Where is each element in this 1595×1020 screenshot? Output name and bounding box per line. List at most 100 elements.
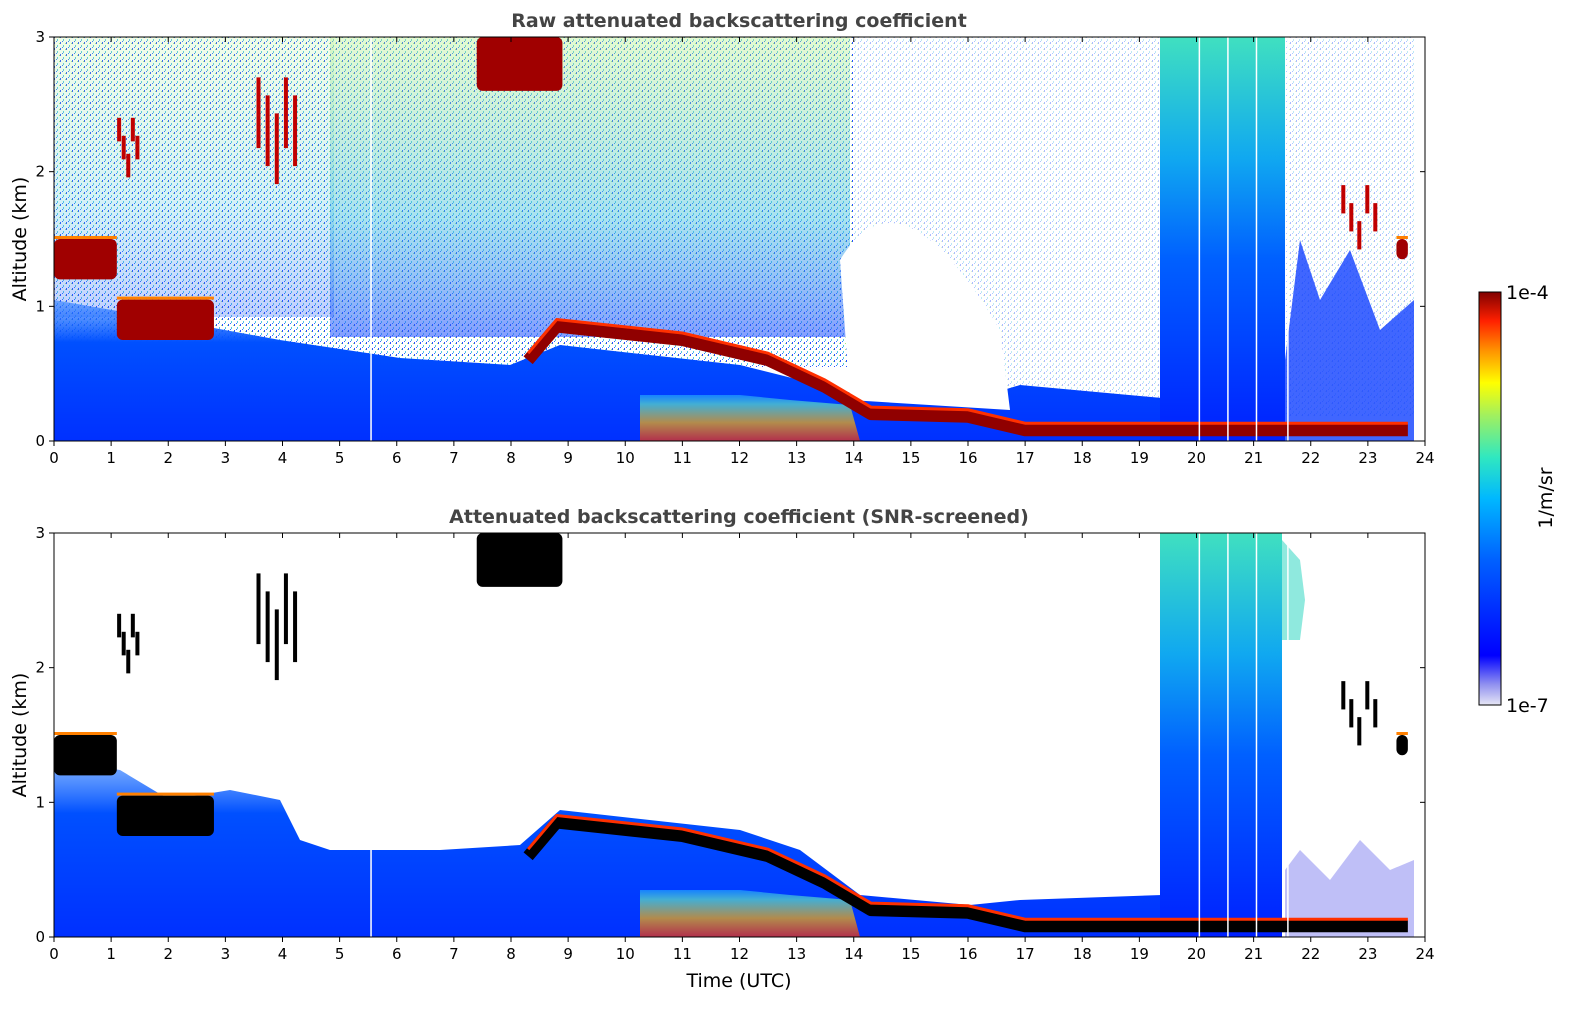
aerosol-layer-edge xyxy=(526,814,1408,921)
x-tick-label: 11 xyxy=(673,449,692,467)
cloud-streak xyxy=(256,573,261,645)
cloud-streak xyxy=(126,153,131,178)
colorbar-gradient xyxy=(1478,291,1502,706)
x-tick-label: 7 xyxy=(449,449,459,467)
x-tick-label: 22 xyxy=(1301,449,1320,467)
cloud-streak xyxy=(1341,681,1346,710)
x-tick-label: 13 xyxy=(787,449,806,467)
x-tick-label: 9 xyxy=(563,945,573,963)
panel-screened: Attenuated backscattering coefficient (S… xyxy=(9,506,1435,992)
x-tick-label: 3 xyxy=(221,449,231,467)
cloud-edge xyxy=(1396,236,1408,239)
cloud-streak xyxy=(1349,203,1354,232)
cloud-streak xyxy=(1357,717,1362,746)
x-tick-label: 6 xyxy=(392,449,402,467)
colorbar-min-label: 1e-7 xyxy=(1506,695,1549,717)
cloud-streak xyxy=(1357,221,1362,250)
x-tick-label: 18 xyxy=(1073,945,1092,963)
cloud-layer xyxy=(116,299,214,340)
x-tick-label: 23 xyxy=(1358,945,1377,963)
x-tick-label: 16 xyxy=(958,945,977,963)
x-tick-label: 18 xyxy=(1073,449,1092,467)
cloud-edge xyxy=(116,296,214,300)
x-tick-label: 22 xyxy=(1301,945,1320,963)
x-tick-label: 8 xyxy=(506,945,516,963)
x-tick-label: 3 xyxy=(221,945,231,963)
x-tick-label: 21 xyxy=(1244,945,1263,963)
cloud-streak xyxy=(1349,699,1354,728)
cloud-streak xyxy=(283,77,288,149)
x-tick-label: 21 xyxy=(1244,449,1263,467)
x-tick-label: 12 xyxy=(730,449,749,467)
cloud-streak xyxy=(121,631,126,656)
x-tick-label: 10 xyxy=(616,945,635,963)
cloud-streak xyxy=(1365,681,1370,710)
x-tick-label: 5 xyxy=(335,945,345,963)
cloud-layer xyxy=(54,735,117,776)
cloud-streak xyxy=(293,591,298,663)
cloud-layer xyxy=(116,795,214,836)
xlabel-time: Time (UTC) xyxy=(685,970,791,992)
cloud-streak xyxy=(121,135,126,160)
x-tick-label: 19 xyxy=(1130,449,1149,467)
title-screened: Attenuated backscattering coefficient (S… xyxy=(449,506,1029,528)
ylabel-screened: Altitude (km) xyxy=(9,673,31,798)
x-tick-label: 0 xyxy=(49,449,59,467)
cloud-streak xyxy=(117,613,122,638)
x-tick-label: 5 xyxy=(335,449,345,467)
cloud-edge xyxy=(54,236,117,239)
x-tick-label: 14 xyxy=(844,449,863,467)
x-tick-label: 12 xyxy=(730,945,749,963)
cloud-streak xyxy=(265,95,270,167)
cloud-streak xyxy=(265,591,270,663)
cloud-streak xyxy=(1341,185,1346,214)
x-tick-label: 14 xyxy=(844,945,863,963)
y-tick-label: 3 xyxy=(35,28,45,46)
cloud-streak xyxy=(274,609,279,681)
y-tick-label: 1 xyxy=(35,793,45,811)
aerosol-layer-top xyxy=(523,320,1408,437)
cloud-streak xyxy=(130,613,135,638)
cloud-streak xyxy=(130,117,135,142)
cloud-streak xyxy=(1365,185,1370,214)
x-tick-label: 24 xyxy=(1415,945,1434,963)
x-tick-label: 4 xyxy=(278,449,288,467)
x-tick-label: 8 xyxy=(506,449,516,467)
x-tick-label: 24 xyxy=(1415,449,1434,467)
cloud-streak xyxy=(117,117,122,142)
x-tick-label: 15 xyxy=(901,449,920,467)
colorbar-unit-label: 1/m/sr xyxy=(1535,467,1557,528)
cloud-streak xyxy=(283,573,288,645)
x-tick-label: 9 xyxy=(563,449,573,467)
cloud-edge xyxy=(1396,732,1408,735)
x-tick-label: 13 xyxy=(787,945,806,963)
x-tick-label: 17 xyxy=(1016,449,1035,467)
cloud-layer xyxy=(476,37,563,91)
title-raw: Raw attenuated backscattering coefficien… xyxy=(511,10,967,32)
x-tick-label: 20 xyxy=(1187,449,1206,467)
cloud-streak xyxy=(135,631,140,656)
x-tick-label: 10 xyxy=(616,449,635,467)
cloud-streak xyxy=(274,113,279,185)
cloud-streak xyxy=(1373,203,1378,232)
cloud-streak xyxy=(126,649,131,674)
cloud-streak xyxy=(256,77,261,149)
x-tick-label: 4 xyxy=(278,945,288,963)
aerosol-layer-top xyxy=(523,816,1408,933)
x-tick-label: 7 xyxy=(449,945,459,963)
y-tick-label: 1 xyxy=(35,297,45,315)
cloud-layer xyxy=(54,239,117,280)
x-tick-label: 20 xyxy=(1187,945,1206,963)
cloud-streak xyxy=(135,135,140,160)
cloud-layer xyxy=(1396,239,1408,260)
x-tick-label: 11 xyxy=(673,945,692,963)
cloud-layer xyxy=(476,533,563,587)
y-tick-label: 3 xyxy=(35,524,45,542)
cloud-streak xyxy=(293,95,298,167)
x-tick-label: 23 xyxy=(1358,449,1377,467)
x-tick-label: 16 xyxy=(958,449,977,467)
colorbar-max-label: 1e-4 xyxy=(1506,282,1549,304)
aerosol-layer-edge xyxy=(526,318,1408,425)
heatmap-raw xyxy=(54,37,1425,441)
